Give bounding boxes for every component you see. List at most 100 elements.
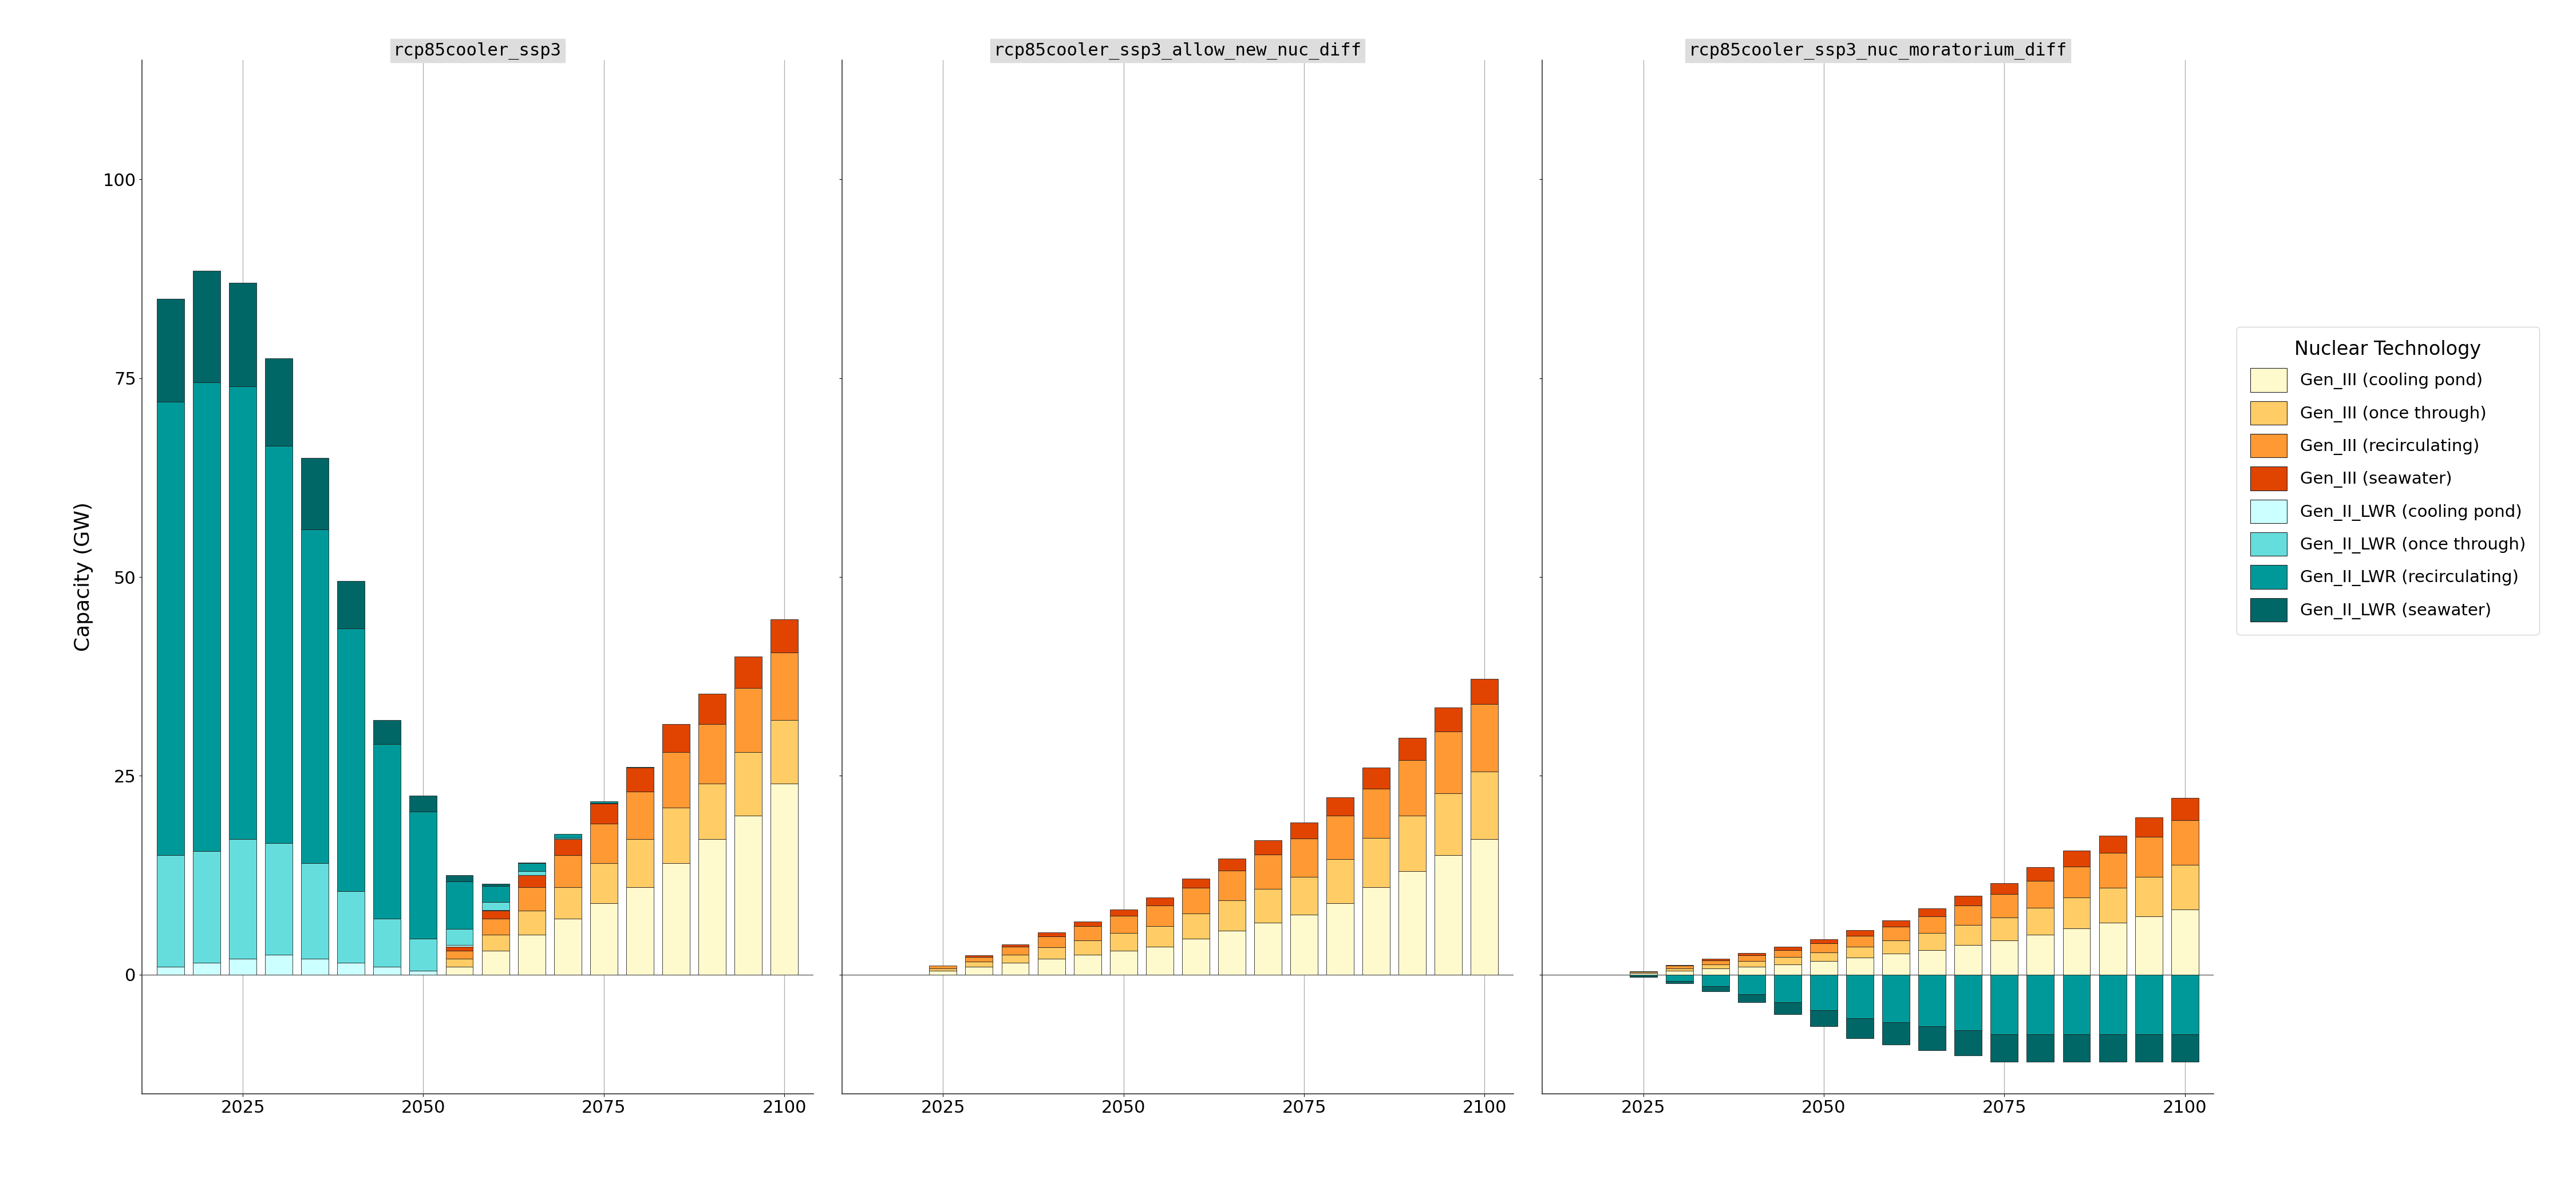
Legend: Gen_III (cooling pond), Gen_III (once through), Gen_III (recirculating), Gen_III: Gen_III (cooling pond), Gen_III (once th… [2236, 327, 2540, 635]
Bar [2027, 935, 2053, 975]
Bar [1991, 917, 2017, 940]
Bar [1399, 738, 1427, 760]
Bar [1291, 839, 1319, 876]
Bar [1955, 926, 1981, 945]
Bar [662, 808, 690, 863]
Bar [1703, 975, 1728, 987]
Bar [1631, 975, 1656, 976]
Bar [1435, 707, 1463, 731]
Bar [1955, 895, 1981, 905]
Bar [2136, 916, 2161, 975]
Bar [518, 911, 546, 935]
Bar [590, 863, 618, 903]
Bar [157, 298, 185, 401]
Bar [193, 382, 222, 851]
Bar [2172, 798, 2197, 820]
Bar [2063, 928, 2089, 975]
Bar [265, 358, 294, 446]
Bar [734, 656, 762, 689]
Bar [966, 957, 992, 962]
Bar [2063, 867, 2089, 898]
Bar [1667, 968, 1692, 970]
Bar [229, 282, 258, 386]
Bar [1739, 994, 1765, 1002]
Bar [1002, 945, 1028, 947]
Bar [1775, 1002, 1801, 1014]
Bar [301, 959, 330, 975]
Bar [1739, 962, 1765, 966]
Bar [1775, 950, 1801, 957]
Bar [2027, 1034, 2053, 1063]
Bar [2099, 888, 2125, 923]
Bar [1991, 894, 2017, 917]
Bar [482, 886, 510, 903]
Bar [1739, 966, 1765, 975]
Bar [1074, 926, 1100, 940]
Bar [1955, 945, 1981, 975]
Bar [1002, 954, 1028, 963]
Bar [374, 918, 402, 966]
Bar [1182, 914, 1211, 939]
Bar [1919, 1027, 1945, 1051]
Bar [410, 939, 438, 970]
Bar [1327, 815, 1355, 859]
Bar [2027, 867, 2053, 881]
Bar [1991, 883, 2017, 894]
Bar [1038, 933, 1064, 936]
Bar [626, 768, 654, 792]
Bar [734, 689, 762, 752]
Bar [2136, 876, 2161, 916]
Bar [2027, 975, 2053, 1034]
Bar [229, 839, 258, 959]
Bar [1038, 947, 1064, 959]
Bar [1327, 903, 1355, 975]
Bar [966, 962, 992, 966]
Bar [1703, 959, 1728, 960]
Bar [966, 966, 992, 975]
Bar [482, 903, 510, 910]
Bar [1291, 915, 1319, 975]
Bar [930, 965, 956, 968]
Bar [1883, 1022, 1909, 1045]
Bar [265, 954, 294, 975]
Bar [1703, 960, 1728, 964]
Bar [2099, 835, 2125, 853]
Bar [446, 945, 474, 947]
Bar [734, 815, 762, 975]
Bar [2063, 975, 2089, 1034]
Bar [1847, 958, 1873, 975]
Bar [1775, 975, 1801, 1002]
Bar [1955, 905, 1981, 926]
Bar [1883, 927, 1909, 940]
Bar [2063, 898, 2089, 928]
Bar [1291, 876, 1319, 915]
Bar [229, 959, 258, 975]
Bar [193, 963, 222, 975]
Bar [770, 720, 799, 784]
Bar [1667, 981, 1692, 983]
Bar [1218, 858, 1247, 870]
Title: rcp85cooler_ssp3_nuc_moratorium_diff: rcp85cooler_ssp3_nuc_moratorium_diff [1690, 42, 2069, 59]
Bar [1883, 954, 1909, 975]
Bar [626, 792, 654, 839]
Bar [1363, 887, 1391, 975]
Bar [1919, 933, 1945, 950]
Bar [1110, 910, 1136, 916]
Bar [2136, 1034, 2161, 1063]
Bar [1811, 975, 1837, 1011]
Bar [410, 970, 438, 975]
Bar [301, 458, 330, 529]
Bar [1919, 909, 1945, 916]
Bar [2027, 881, 2053, 908]
Bar [1218, 930, 1247, 975]
Bar [1110, 916, 1136, 933]
Bar [1811, 962, 1837, 975]
Bar [1775, 964, 1801, 975]
Bar [1919, 916, 1945, 933]
Bar [2063, 1034, 2089, 1063]
Bar [770, 784, 799, 975]
Bar [1471, 772, 1499, 839]
Bar [1703, 968, 1728, 975]
Bar [1471, 704, 1499, 772]
Bar [1991, 975, 2017, 1034]
